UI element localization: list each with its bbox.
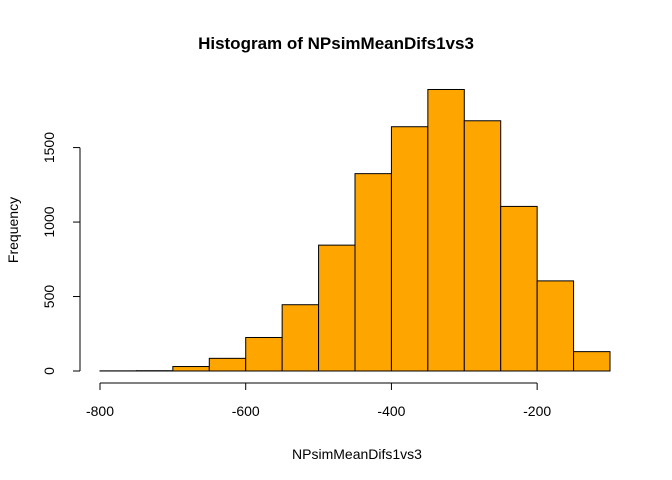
- histogram-bar: [500, 205, 538, 372]
- histogram-bar: [463, 120, 502, 372]
- chart-title: Histogram of NPsimMeanDifs1vs3: [198, 34, 474, 53]
- y-tick-label: 1000: [41, 206, 57, 237]
- y-axis: 0 500 1000 1500: [41, 132, 81, 375]
- x-tick-label: -800: [86, 403, 114, 419]
- histogram-bar: [573, 351, 611, 372]
- histogram-bar: [390, 126, 429, 372]
- histogram-bar: [172, 366, 210, 372]
- y-tick-label: 500: [41, 285, 57, 309]
- y-tick-label: 1500: [41, 132, 57, 163]
- x-axis-label: NPsimMeanDifs1vs3: [292, 446, 422, 462]
- x-axis: -800 -600 -400 -200: [86, 382, 551, 419]
- histogram-bar: [281, 304, 320, 372]
- y-tick-label: 0: [41, 367, 57, 375]
- y-axis-label: Frequency: [5, 197, 21, 263]
- histogram-bar: [427, 88, 465, 372]
- x-tick-label: -400: [377, 403, 405, 419]
- histogram-bar: [318, 244, 356, 372]
- histogram-bar: [208, 357, 247, 372]
- x-tick-label: -200: [523, 403, 551, 419]
- histogram-bar: [245, 336, 283, 372]
- histogram-bar: [354, 173, 392, 372]
- bars-group: [99, 88, 611, 372]
- x-tick-label: -600: [232, 403, 260, 419]
- histogram-bar: [536, 280, 575, 372]
